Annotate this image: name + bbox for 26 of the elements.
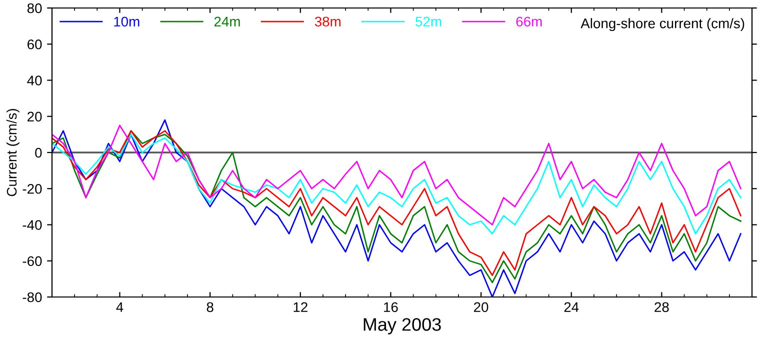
y-tick-label: -80 (22, 292, 42, 302)
x-tick-label: 20 (474, 302, 488, 312)
y-tick-label: 80 (27, 3, 42, 14)
legend-label: 52m (416, 16, 442, 27)
y-tick-label: 20 (28, 112, 42, 122)
legend-label: 24m (214, 16, 240, 26)
x-tick-label: 4 (116, 302, 124, 312)
x-tick-label: 12 (294, 302, 308, 312)
x-axis-title: May 2003 (364, 318, 441, 334)
legend-label: 66m (516, 16, 542, 27)
x-tick-label: 24 (564, 302, 579, 312)
y-tick-label: 0 (35, 148, 42, 158)
y-axis-title: Current (cm/s) (6, 108, 20, 196)
y-tick-label: -20 (22, 184, 42, 194)
y-tick-label: -60 (22, 256, 42, 266)
text: Along-shore current (cm/s) (580, 18, 744, 32)
legend-label: 10m (114, 16, 140, 27)
legend-label: 38m (314, 16, 340, 27)
x-tick-label: 16 (384, 302, 398, 312)
x-tick-label: 8 (206, 302, 214, 312)
line-series (52, 124, 742, 226)
y-tick-label: 60 (28, 39, 42, 50)
line-series (52, 134, 742, 234)
y-tick-label: 40 (27, 76, 42, 86)
x-tick-label: 28 (654, 302, 669, 312)
y-tick-label: -40 (22, 220, 42, 230)
